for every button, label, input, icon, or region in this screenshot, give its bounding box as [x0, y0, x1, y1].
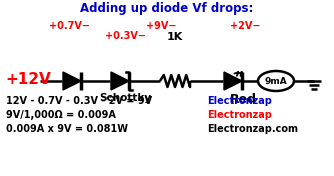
- Text: +2V−: +2V−: [230, 21, 260, 31]
- Text: 0.009A x 9V = 0.081W: 0.009A x 9V = 0.081W: [6, 124, 128, 134]
- Polygon shape: [111, 72, 129, 90]
- Text: +0.3V−: +0.3V−: [105, 31, 146, 41]
- Text: Electronzap.com: Electronzap.com: [207, 124, 298, 134]
- Text: Adding up diode Vf drops:: Adding up diode Vf drops:: [80, 2, 254, 15]
- Text: Schottky: Schottky: [99, 93, 151, 103]
- Text: 9V/1,000Ω = 0.009A: 9V/1,000Ω = 0.009A: [6, 110, 116, 120]
- Polygon shape: [63, 72, 81, 90]
- Text: Red: Red: [229, 93, 257, 106]
- Text: +0.7V−: +0.7V−: [49, 21, 91, 31]
- Text: Electronzap: Electronzap: [207, 96, 272, 106]
- Text: 1K: 1K: [167, 32, 183, 42]
- Text: +9V−: +9V−: [146, 21, 176, 31]
- Polygon shape: [224, 72, 242, 90]
- Text: 12V - 0.7V - 0.3V - 2V = 9V: 12V - 0.7V - 0.3V - 2V = 9V: [6, 96, 152, 106]
- Text: 9mA: 9mA: [265, 77, 287, 86]
- Text: +12V: +12V: [5, 73, 51, 87]
- Text: Electronzap: Electronzap: [207, 110, 272, 120]
